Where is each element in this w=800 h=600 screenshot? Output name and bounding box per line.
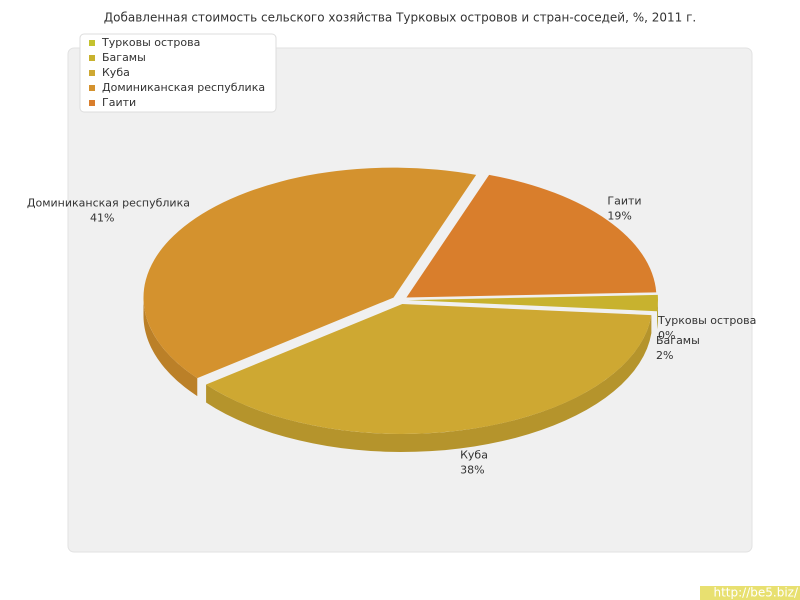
legend: [79, 33, 277, 113]
legend-label: Куба: [102, 66, 130, 79]
data-label-name: Багамы: [656, 334, 700, 347]
data-label-name: Гаити: [607, 195, 641, 208]
data-label-value: 2%: [656, 349, 673, 362]
legend-swatch: [89, 100, 95, 106]
legend-label: Гаити: [102, 96, 136, 109]
legend-label: Турковы острова: [101, 36, 200, 49]
legend-swatch: [89, 40, 95, 46]
watermark: http://be5.biz/: [713, 586, 798, 600]
legend-swatch: [89, 70, 95, 76]
data-label-value: 0%: [658, 329, 675, 342]
slice-side: [657, 300, 658, 330]
watermark-bg: [700, 586, 800, 600]
slice: [206, 303, 652, 434]
data-label-name: Доминиканская республика: [27, 197, 190, 210]
slice-side: [143, 297, 198, 397]
slice: [407, 294, 658, 312]
plot-area: [67, 47, 753, 553]
slice: [143, 167, 477, 379]
slice-side: [206, 315, 652, 452]
data-label-name: Турковы острова: [657, 314, 756, 327]
legend-label: Багамы: [102, 51, 146, 64]
legend-swatch: [89, 85, 95, 91]
data-label-name: Куба: [460, 449, 488, 462]
legend-label: Доминиканская республика: [102, 81, 265, 94]
data-label-value: 19%: [607, 210, 631, 223]
chart-title: Добавленная стоимость сельского хозяйств…: [104, 11, 696, 25]
slice: [406, 174, 657, 298]
data-label-value: 41%: [90, 212, 114, 225]
data-label-value: 38%: [460, 464, 484, 477]
legend-swatch: [89, 55, 95, 61]
